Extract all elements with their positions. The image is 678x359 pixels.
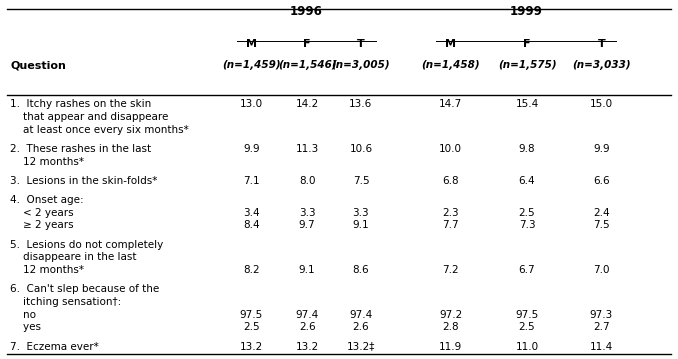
Text: 6.6: 6.6 bbox=[593, 176, 610, 186]
Text: 2.6: 2.6 bbox=[299, 322, 315, 332]
Text: disappeare in the last: disappeare in the last bbox=[10, 252, 136, 262]
Text: T: T bbox=[597, 39, 605, 49]
Text: 7.5: 7.5 bbox=[353, 176, 370, 186]
Text: F: F bbox=[303, 39, 311, 49]
Text: 9.1: 9.1 bbox=[299, 265, 315, 275]
Text: 7.7: 7.7 bbox=[442, 220, 459, 230]
Text: 6.  Can't slep because of the: 6. Can't slep because of the bbox=[10, 284, 159, 294]
Text: (n=1,458): (n=1,458) bbox=[421, 60, 480, 70]
Text: 11.0: 11.0 bbox=[515, 342, 538, 351]
Text: 7.  Eczema ever*: 7. Eczema ever* bbox=[10, 342, 99, 351]
Text: 2.7: 2.7 bbox=[593, 322, 610, 332]
Text: 97.4: 97.4 bbox=[296, 310, 319, 320]
Text: 8.2: 8.2 bbox=[243, 265, 260, 275]
Text: 7.3: 7.3 bbox=[519, 220, 536, 230]
Text: 97.2: 97.2 bbox=[439, 310, 462, 320]
Text: 9.1: 9.1 bbox=[353, 220, 370, 230]
Text: 2.8: 2.8 bbox=[442, 322, 459, 332]
Text: 6.7: 6.7 bbox=[519, 265, 536, 275]
Text: 9.9: 9.9 bbox=[243, 144, 260, 154]
Text: 97.5: 97.5 bbox=[515, 310, 538, 320]
Text: 1.  Itchy rashes on the skin: 1. Itchy rashes on the skin bbox=[10, 99, 151, 109]
Text: M: M bbox=[445, 39, 456, 49]
Text: ≥ 2 years: ≥ 2 years bbox=[10, 220, 74, 230]
Text: 2.6: 2.6 bbox=[353, 322, 370, 332]
Text: < 2 years: < 2 years bbox=[10, 208, 74, 218]
Text: 7.5: 7.5 bbox=[593, 220, 610, 230]
Text: that appear and disappeare: that appear and disappeare bbox=[10, 112, 168, 122]
Text: (n=3,005): (n=3,005) bbox=[332, 60, 391, 70]
Text: 6.8: 6.8 bbox=[442, 176, 459, 186]
Text: 9.8: 9.8 bbox=[519, 144, 536, 154]
Text: itching sensation†:: itching sensation†: bbox=[10, 297, 121, 307]
Text: 3.3: 3.3 bbox=[299, 208, 315, 218]
Text: 5.  Lesions do not completely: 5. Lesions do not completely bbox=[10, 239, 163, 250]
Text: at least once every six months*: at least once every six months* bbox=[10, 125, 189, 135]
Text: 1999: 1999 bbox=[510, 5, 542, 18]
Text: T: T bbox=[357, 39, 365, 49]
Text: (n=1,546): (n=1,546) bbox=[278, 60, 336, 70]
Text: F: F bbox=[523, 39, 531, 49]
Text: (n=1,575): (n=1,575) bbox=[498, 60, 557, 70]
Text: 2.5: 2.5 bbox=[243, 322, 260, 332]
Text: 11.3: 11.3 bbox=[296, 144, 319, 154]
Text: 13.2‡: 13.2‡ bbox=[346, 342, 375, 351]
Text: yes: yes bbox=[10, 322, 41, 332]
Text: 10.0: 10.0 bbox=[439, 144, 462, 154]
Text: 1996: 1996 bbox=[290, 5, 323, 18]
Text: 14.7: 14.7 bbox=[439, 99, 462, 109]
Text: Question: Question bbox=[10, 60, 66, 70]
Text: (n=3,033): (n=3,033) bbox=[572, 60, 631, 70]
Text: 8.0: 8.0 bbox=[299, 176, 315, 186]
Text: 14.2: 14.2 bbox=[296, 99, 319, 109]
Text: 12 months*: 12 months* bbox=[10, 157, 84, 167]
Text: 15.0: 15.0 bbox=[590, 99, 613, 109]
Text: 3.  Lesions in the skin-folds*: 3. Lesions in the skin-folds* bbox=[10, 176, 157, 186]
Text: M: M bbox=[246, 39, 257, 49]
Text: 6.4: 6.4 bbox=[519, 176, 536, 186]
Text: 3.4: 3.4 bbox=[243, 208, 260, 218]
Text: 13.0: 13.0 bbox=[240, 99, 263, 109]
Text: 13.2: 13.2 bbox=[296, 342, 319, 351]
Text: 3.3: 3.3 bbox=[353, 208, 370, 218]
Text: 7.1: 7.1 bbox=[243, 176, 260, 186]
Text: 2.  These rashes in the last: 2. These rashes in the last bbox=[10, 144, 151, 154]
Text: 97.5: 97.5 bbox=[239, 310, 263, 320]
Text: 11.9: 11.9 bbox=[439, 342, 462, 351]
Text: 8.4: 8.4 bbox=[243, 220, 260, 230]
Text: 15.4: 15.4 bbox=[515, 99, 538, 109]
Text: 13.6: 13.6 bbox=[349, 99, 372, 109]
Text: 2.4: 2.4 bbox=[593, 208, 610, 218]
Text: 7.0: 7.0 bbox=[593, 265, 610, 275]
Text: no: no bbox=[10, 310, 36, 320]
Text: (n=1,459): (n=1,459) bbox=[222, 60, 281, 70]
Text: 12 months*: 12 months* bbox=[10, 265, 84, 275]
Text: 2.5: 2.5 bbox=[519, 322, 536, 332]
Text: 8.6: 8.6 bbox=[353, 265, 370, 275]
Text: 2.5: 2.5 bbox=[519, 208, 536, 218]
Text: 4.  Onset age:: 4. Onset age: bbox=[10, 195, 83, 205]
Text: 9.7: 9.7 bbox=[299, 220, 315, 230]
Text: 97.3: 97.3 bbox=[590, 310, 613, 320]
Text: 13.2: 13.2 bbox=[239, 342, 263, 351]
Text: 2.3: 2.3 bbox=[442, 208, 459, 218]
Text: 9.9: 9.9 bbox=[593, 144, 610, 154]
Text: 10.6: 10.6 bbox=[349, 144, 372, 154]
Text: 97.4: 97.4 bbox=[349, 310, 372, 320]
Text: 7.2: 7.2 bbox=[442, 265, 459, 275]
Text: 11.4: 11.4 bbox=[590, 342, 613, 351]
